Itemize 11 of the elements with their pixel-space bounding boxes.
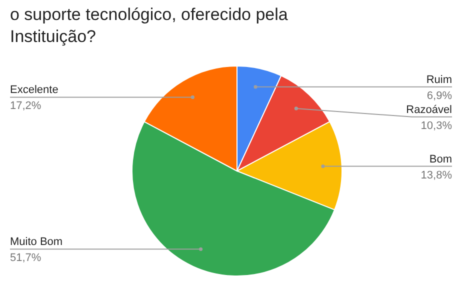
slice-label: Muito Bom <box>10 236 63 248</box>
data-label: 51,7% <box>10 252 42 264</box>
data-label: 13,8% <box>420 169 452 182</box>
data-label: 10,3% <box>420 120 452 132</box>
slice-label: Ruim <box>426 74 452 86</box>
slice-label: Bom <box>429 153 452 166</box>
data-label: 6,9% <box>426 90 452 102</box>
slice-label: Razoável <box>406 104 452 116</box>
chart-title: o suporte tecnológico, oferecido pela Instituição? <box>10 5 288 46</box>
slice-label: Excelente <box>10 84 58 96</box>
data-label: 17,2% <box>10 100 42 112</box>
